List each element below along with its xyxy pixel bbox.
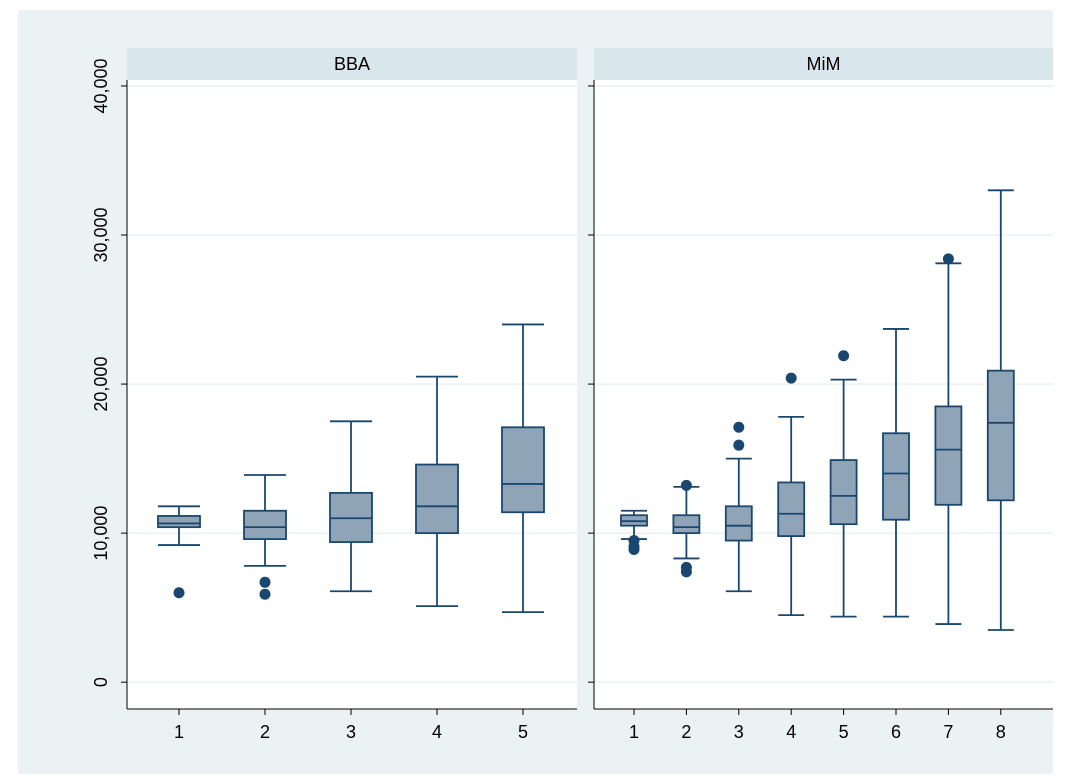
outlier-point: [733, 439, 745, 451]
outlier-point: [733, 421, 745, 433]
x-tick-label: 4: [786, 722, 796, 742]
panel-title: BBA: [334, 54, 370, 74]
box-iqr: [986, 369, 1015, 502]
box-iqr: [415, 463, 459, 535]
x-tick-label: 8: [996, 722, 1006, 742]
y-tick-label: 30,000: [91, 207, 111, 262]
x-tick-label: 1: [629, 722, 639, 742]
box-iqr: [829, 459, 858, 526]
y-tick-label: 20,000: [91, 357, 111, 412]
box-iqr: [934, 405, 963, 506]
panel-title: MiM: [807, 54, 841, 74]
y-tick-label: 10,000: [91, 506, 111, 561]
outlier-point: [838, 350, 850, 362]
outlier-point: [259, 576, 271, 588]
x-tick-label: 5: [518, 722, 528, 742]
plot-area: [594, 80, 1053, 709]
box-iqr: [501, 426, 545, 514]
x-tick-label: 3: [346, 722, 356, 742]
x-tick-label: 7: [943, 722, 953, 742]
x-tick-label: 2: [260, 722, 270, 742]
box-iqr: [672, 514, 701, 535]
box-iqr: [882, 432, 910, 521]
outlier-point: [628, 544, 640, 556]
x-tick-label: 2: [681, 722, 691, 742]
box-iqr: [724, 505, 753, 542]
x-tick-label: 4: [432, 722, 442, 742]
box-iqr: [777, 481, 806, 537]
panel-header: [127, 48, 577, 80]
y-tick-label: 40,000: [91, 58, 111, 113]
x-tick-label: 5: [839, 722, 849, 742]
box-iqr: [157, 515, 201, 529]
y-tick-label: 0: [91, 677, 111, 687]
x-tick-label: 1: [174, 722, 184, 742]
panel-header: [594, 48, 1053, 80]
outlier-point: [680, 479, 692, 491]
box-iqr: [243, 509, 287, 540]
plot-area: [127, 80, 577, 709]
outlier-point: [680, 566, 692, 578]
x-tick-label: 6: [891, 722, 901, 742]
outlier-point: [942, 253, 954, 265]
outlier-point: [259, 588, 271, 600]
x-tick-label: 3: [734, 722, 744, 742]
outlier-point: [785, 372, 797, 384]
outlier-point: [173, 587, 185, 599]
